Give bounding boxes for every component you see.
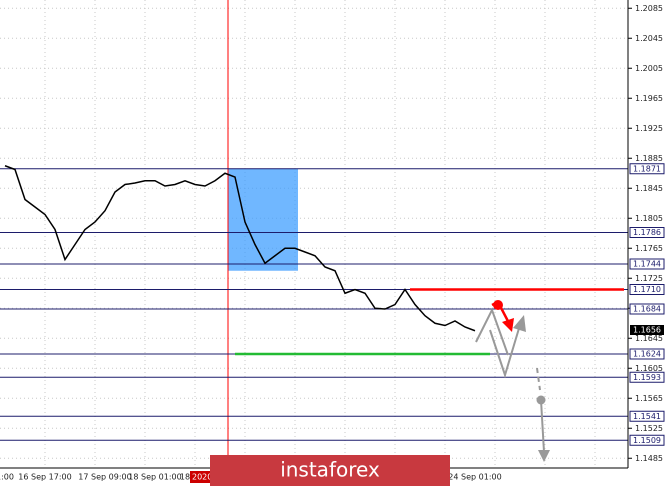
y-tick-label: 1.2085 bbox=[635, 4, 663, 13]
x-tick-label: 16 Sep 17:00 bbox=[18, 473, 71, 482]
level-label-box bbox=[629, 163, 665, 175]
level-label-box bbox=[629, 303, 665, 315]
y-tick-label: 1.1765 bbox=[635, 244, 663, 253]
arrow-head bbox=[513, 315, 526, 332]
level-label-box bbox=[629, 410, 665, 422]
y-tick-label: 1.2045 bbox=[635, 34, 663, 43]
level-label-box bbox=[629, 348, 665, 360]
x-tick-label: 24 Sep 01:00 bbox=[448, 473, 501, 482]
y-tick-label: 1.1565 bbox=[635, 394, 663, 403]
y-tick-label: 1.1645 bbox=[635, 334, 663, 343]
level-label-box bbox=[629, 227, 665, 238]
level-label: 1.1871 bbox=[633, 164, 661, 173]
forecast-path bbox=[540, 399, 545, 453]
level-label: 1.1593 bbox=[633, 373, 661, 382]
y-tick-label: 1.1725 bbox=[635, 274, 663, 283]
y-tick-label: 1.1525 bbox=[635, 424, 663, 433]
y-tick-label: 1.1805 bbox=[635, 214, 663, 223]
level-label-box bbox=[629, 284, 665, 295]
price-line bbox=[4, 165, 476, 332]
level-label-box bbox=[629, 434, 665, 446]
arrow-head bbox=[502, 318, 514, 332]
y-tick-label: 1.1965 bbox=[635, 94, 663, 103]
level-label: 1.1684 bbox=[633, 305, 661, 314]
level-label-box bbox=[629, 258, 665, 270]
x-tick-label: 18 bbox=[180, 473, 190, 482]
y-tick-label: 1.1885 bbox=[635, 154, 663, 163]
y-tick-label: 1.1605 bbox=[635, 364, 663, 373]
y-tick-label: 1.1845 bbox=[635, 184, 663, 193]
y-tick-label: 1.1485 bbox=[635, 454, 663, 463]
level-label: 1.1744 bbox=[633, 260, 661, 269]
current-price-box bbox=[630, 325, 664, 335]
y-tick-label: 1.1925 bbox=[635, 124, 663, 133]
level-label: 1.1509 bbox=[633, 436, 661, 445]
level-label-box bbox=[629, 371, 665, 383]
x-tick-label: 18 Sep 01:00 bbox=[128, 473, 181, 482]
current-price-label: 1.1656 bbox=[633, 326, 661, 335]
forecast-path bbox=[475, 307, 509, 356]
forecast-arrows bbox=[475, 300, 550, 462]
x-tick-label: 17 Sep 09:00 bbox=[78, 473, 131, 482]
level-label: 1.1710 bbox=[633, 285, 661, 294]
level-label: 1.1786 bbox=[633, 228, 661, 237]
level-label: 1.1624 bbox=[633, 350, 661, 359]
level-label: 1.1541 bbox=[633, 412, 661, 421]
arrow-head bbox=[538, 450, 550, 462]
forecast-path bbox=[536, 367, 541, 391]
watermark: instaforex bbox=[280, 458, 380, 482]
x-tick-label: 1:00 bbox=[0, 473, 14, 482]
highlight-box bbox=[228, 168, 298, 271]
watermark-box bbox=[210, 455, 450, 486]
forecast-dot bbox=[493, 300, 503, 310]
forecast-path bbox=[489, 324, 521, 379]
y-tick-label: 1.2005 bbox=[635, 64, 663, 73]
